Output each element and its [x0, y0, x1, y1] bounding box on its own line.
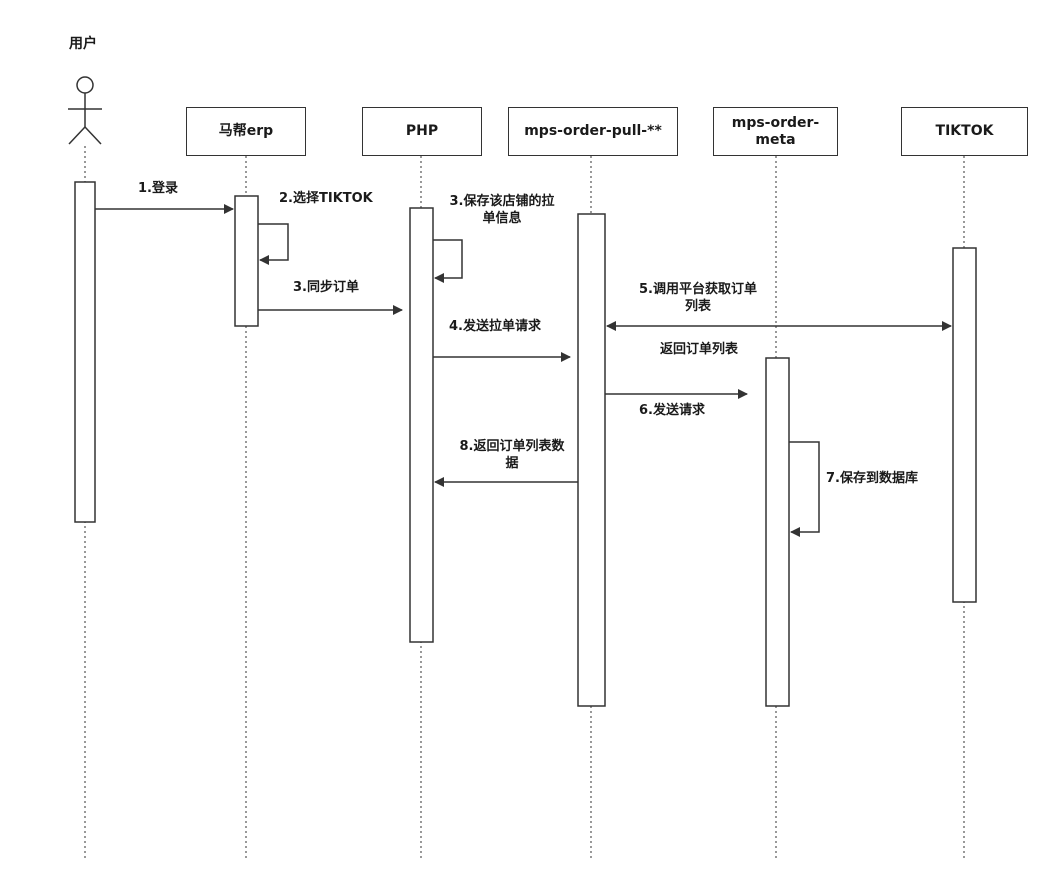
message-label-m6: 6.发送请求 [639, 403, 705, 418]
actor-label: 用户 [69, 36, 97, 52]
arrow-m3b-self [433, 239, 463, 283]
actor-left-leg [68, 126, 86, 145]
message-label-m8: 8.返回订单列表数 据 [459, 439, 565, 471]
message-label-m5-return: 返回订单列表 [660, 342, 739, 357]
participant-erp: 马帮erp [186, 107, 306, 156]
activation-tiktok [952, 247, 977, 603]
message-label-m1: 1.登录 [138, 181, 178, 196]
activation-user [74, 181, 96, 523]
activation-pull [577, 213, 606, 707]
message-label-m3b: 3.保存该店铺的拉 单信息 [449, 194, 555, 226]
participant-meta: mps-order- meta [713, 107, 838, 156]
arrow-m2-self [258, 223, 289, 265]
participant-pull: mps-order-pull-** [508, 107, 678, 156]
message-label-m5: 5.调用平台获取订单 列表 [639, 282, 757, 314]
message-label-m4: 4.发送拉单请求 [449, 319, 541, 334]
message-label-m3: 3.同步订单 [293, 280, 359, 295]
participant-php: PHP [362, 107, 482, 156]
arrow-m7-self [789, 441, 820, 537]
activation-meta [765, 357, 790, 707]
actor-figure [68, 76, 102, 145]
actor-right-leg [84, 126, 102, 145]
message-label-m2: 2.选择TIKTOK [279, 191, 373, 206]
activation-php [409, 207, 434, 643]
activation-erp [234, 195, 259, 327]
participant-tiktok: TIKTOK [901, 107, 1028, 156]
actor-head [76, 76, 94, 94]
message-label-m7: 7.保存到数据库 [826, 471, 918, 486]
